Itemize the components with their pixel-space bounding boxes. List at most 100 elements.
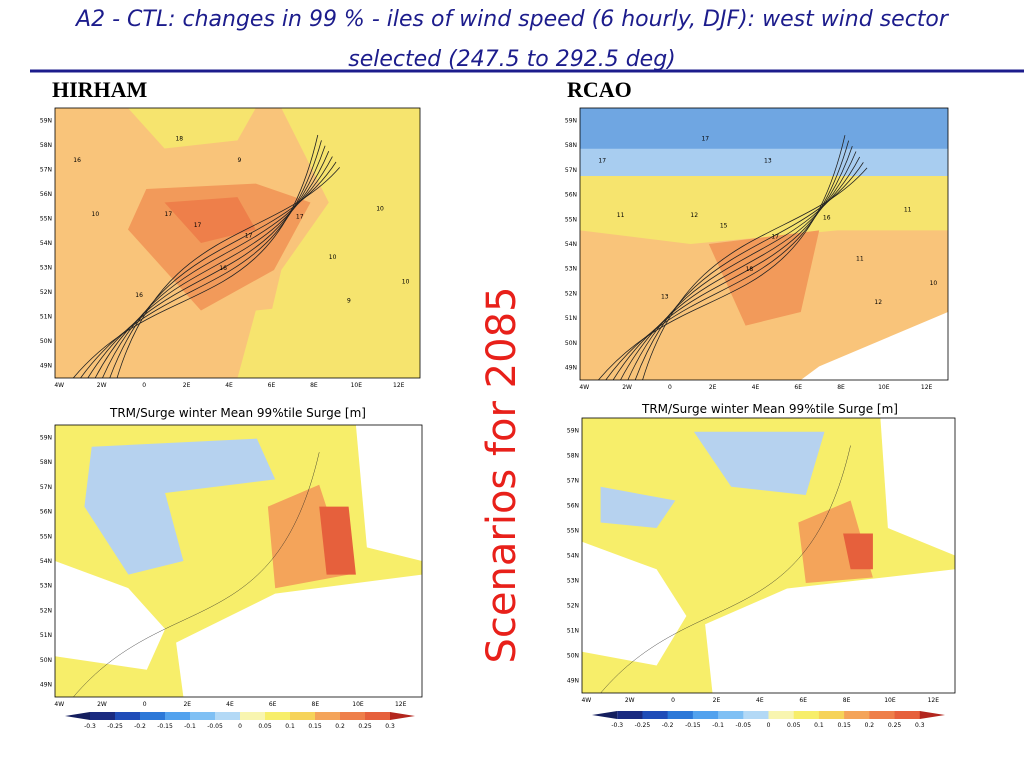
colorbar-label: 0.25 <box>358 723 372 730</box>
colorbar-label: -0.2 <box>662 722 674 729</box>
colorbar-label: -0.05 <box>736 722 752 729</box>
contour-label: 12 <box>874 299 882 306</box>
map-field <box>55 425 422 697</box>
map-frame <box>54 424 423 698</box>
field-area <box>580 176 948 244</box>
title: A2 - CTL: changes in 99 % - iles of wind… <box>74 7 950 32</box>
contour-label: 11 <box>617 212 625 219</box>
colorbar-swatch <box>617 711 643 719</box>
field-area <box>843 533 873 570</box>
colorbar-swatch <box>115 712 141 720</box>
lat-label: 59N <box>40 434 52 441</box>
colorbar-label: 0 <box>767 722 771 729</box>
colorbar: -0.3 -0.25 -0.2 -0.15 -0.1 -0.05 0 0.05 0.1 0.15 0… <box>65 712 415 730</box>
lat-label: 56N <box>565 192 577 199</box>
field-area <box>600 486 676 528</box>
map-frame <box>54 107 421 379</box>
colorbar-swatch <box>692 711 719 719</box>
map: 49N 50N 51N 52N 53N 54N 55N 56N 57N 58N 59N 4W 2W 0 2E… <box>567 417 956 704</box>
lat-label: 52N <box>565 290 577 297</box>
colorbar-swatch <box>667 711 694 719</box>
lat-label: 55N <box>567 528 579 535</box>
map-field <box>582 418 955 693</box>
contour-label: 15 <box>720 223 728 230</box>
lon-label: 2W <box>625 697 635 704</box>
contour <box>116 167 341 378</box>
colorbar-label: 0.2 <box>865 722 875 729</box>
lat-label: 51N <box>40 632 52 639</box>
lon-label: 0 <box>668 384 672 391</box>
colorbar-label: -0.2 <box>134 723 146 730</box>
lat-label: 58N <box>567 453 579 460</box>
lat-label: 55N <box>40 215 52 222</box>
lon-label: 4E <box>225 382 233 389</box>
map-title: TRM/Surge winter Mean 99%tile Surge [m] <box>109 406 366 420</box>
colorbar-label: -0.25 <box>635 722 651 729</box>
colorbar-swatch <box>290 712 316 720</box>
lat-label: 57N <box>40 166 52 173</box>
lat-label: 59N <box>40 117 52 124</box>
field-area <box>880 418 955 556</box>
lat-label: 50N <box>565 340 577 347</box>
map-frame <box>579 107 949 381</box>
colorbar-swatch <box>90 712 116 720</box>
lon-label: 8E <box>310 382 318 389</box>
lat-label: 49N <box>565 365 577 372</box>
lat-label: 53N <box>565 266 577 273</box>
colorbar-label: 0.1 <box>814 722 824 729</box>
colorbar-label: 0 <box>238 723 242 730</box>
contour-label: 16 <box>219 265 227 272</box>
contour-label: 18 <box>746 266 754 273</box>
lat-label: 57N <box>40 484 52 491</box>
colorbar: -0.3 -0.25 -0.2 -0.15 -0.1 -0.05 0 0.05 0.1 0.15 0… <box>592 711 945 729</box>
lon-label: 4E <box>756 697 764 704</box>
lat-label: 50N <box>567 653 579 660</box>
contour <box>80 140 322 378</box>
map: 49N 50N 51N 52N 53N 54N 55N 56N 57N 58N 59N 4W 2W 0 2E… <box>40 107 421 389</box>
colorbar-label: -0.1 <box>184 723 196 730</box>
lat-label: 54N <box>40 558 52 565</box>
contour-label: 11 <box>856 255 864 262</box>
lat-label: 55N <box>565 216 577 223</box>
lon-label: 0 <box>142 382 146 389</box>
colorbar-swatch <box>844 711 870 719</box>
contour-label: 10 <box>930 280 938 287</box>
colorbar-swatch <box>215 712 241 720</box>
colorbar-swatch <box>190 712 216 720</box>
colorbar-swatch <box>894 711 921 719</box>
contour-label: 17 <box>245 233 253 240</box>
contour <box>102 156 333 378</box>
colorbar-label: -0.05 <box>207 723 223 730</box>
colorbar-swatch <box>340 712 366 720</box>
contour <box>94 151 330 378</box>
colorbar-swatch <box>718 711 744 719</box>
map-field <box>55 108 420 378</box>
colorbar-swatch <box>165 712 191 720</box>
lat-label: 59N <box>565 117 577 124</box>
colorbar-swatch <box>240 712 266 720</box>
contour-label: 12 <box>690 212 698 219</box>
lon-label: 8E <box>843 697 851 704</box>
lon-label: 10E <box>884 697 896 704</box>
colorbar-swatch <box>869 711 896 719</box>
map-frame <box>581 417 956 694</box>
colorbar-label: 0.15 <box>308 723 322 730</box>
lon-label: 6E <box>268 382 276 389</box>
lat-label: 51N <box>40 314 52 321</box>
contour <box>72 134 319 378</box>
contour-label: 17 <box>771 234 779 241</box>
lat-label: 51N <box>567 628 579 635</box>
lon-label: 8E <box>312 701 320 708</box>
colorbar-label: 0.3 <box>385 723 395 730</box>
lon-label: 12E <box>928 697 940 704</box>
colorbar-label: -0.25 <box>107 723 123 730</box>
lon-label: 8E <box>837 384 845 391</box>
lat-label: 52N <box>567 603 579 610</box>
lon-label: 6E <box>269 701 277 708</box>
contour-label: 17 <box>296 214 304 221</box>
lon-label: 2E <box>709 384 717 391</box>
contour-label: 16 <box>73 157 81 164</box>
lon-label: 6E <box>799 697 807 704</box>
lat-label: 59N <box>567 428 579 435</box>
